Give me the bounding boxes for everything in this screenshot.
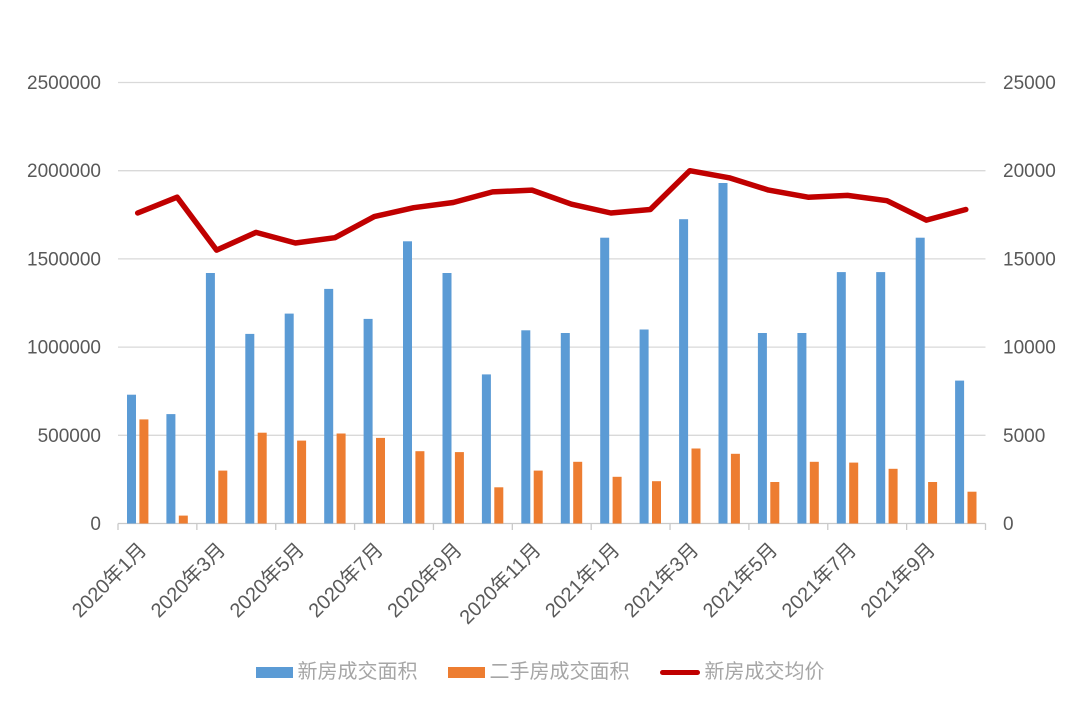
resale-area-bar [454,452,464,524]
x-axis-label: 2021年7月 [777,538,861,622]
new-home-area-bar [955,380,965,524]
legend-item-new-home-area: 新房成交面积 [255,661,418,683]
new-home-area-bar [757,333,767,524]
new-home-area-bar [915,237,925,524]
left-axis-tick-label: 500000 [38,426,101,447]
new-home-area-bar [284,313,294,524]
x-axis-label: 2021年1月 [541,538,625,622]
chart-legend: 新房成交面积 二手房成交面积 新房成交均价 [0,662,1080,682]
right-axis-tick-label: 10000 [1003,338,1056,359]
x-axis-label: 2021年9月 [856,538,940,622]
resale-area-bar [691,448,701,524]
right-axis-tick-label: 25000 [1003,73,1056,94]
new-home-area-bar [245,333,255,524]
resale-area-bar [928,482,938,524]
legend-label: 新房成交均价 [704,661,825,683]
new-home-area-bar [127,394,136,524]
x-axis-label: 2021年5月 [698,538,782,622]
resale-area-bar [336,433,346,524]
legend-line-swatch-icon [659,669,700,675]
new-home-area-bar [560,333,570,524]
resale-area-bar [376,437,385,524]
resale-area-bar [533,470,543,524]
new-home-area-bar [797,333,807,524]
x-axis-label: 2020年1月 [67,538,151,622]
x-axis-label: 2020年3月 [146,538,230,622]
left-axis-tick-label: 0 [90,514,101,535]
resale-area-bar [612,476,622,524]
resale-area-bar [652,481,661,524]
resale-area-bar [809,461,819,524]
new-home-area-bar [876,272,886,524]
new-home-area-bar [205,273,215,524]
new-home-area-bar [166,414,176,524]
right-axis-tick-label: 5000 [1003,426,1045,447]
x-axis-label: 2020年5月 [225,538,309,622]
legend-bar-swatch-icon [447,666,485,678]
new-home-area-bar [442,273,452,524]
resale-area-bar [770,482,780,524]
new-home-area-bar [836,272,846,524]
new-home-area-bar [639,329,649,524]
resale-area-bar [888,468,898,524]
right-axis-tick-label: 20000 [1003,161,1056,182]
resale-area-bar [494,487,504,524]
new-home-price-line [134,167,969,253]
resale-area-bar [967,491,977,524]
new-home-area-bar [403,241,412,524]
left-axis-tick-label: 2500000 [27,73,101,94]
legend-label: 二手房成交面积 [489,661,630,683]
right-axis-tick-label: 0 [1003,514,1014,535]
legend-bar-swatch-icon [255,666,293,678]
new-home-area-bar [718,183,728,524]
resale-area-bar [297,440,307,524]
resale-area-bar [257,432,267,524]
resale-area-bar [139,419,149,524]
x-axis-label: 2020年9月 [383,538,467,622]
new-home-area-bar [324,288,334,524]
left-axis-tick-label: 1500000 [27,249,101,270]
x-axis-label: 2021年3月 [619,538,703,622]
new-home-area-bar [363,318,373,524]
resale-area-bar [730,453,740,524]
x-axis-label: 2020年11月 [455,538,546,629]
resale-area-bar [218,470,228,524]
legend-label: 新房成交面积 [297,661,418,683]
legend-item-resale-area: 二手房成交面积 [447,661,630,683]
resale-area-bar [849,462,859,524]
right-axis-tick-label: 15000 [1003,249,1056,270]
new-home-area-bar [481,374,491,524]
resale-area-bar [415,451,425,524]
resale-area-bar [178,515,188,524]
new-home-area-bar [521,330,531,524]
legend-item-new-home-price: 新房成交均价 [659,661,825,683]
resale-area-bar [573,461,583,524]
new-home-area-bar [600,237,610,524]
left-axis-tick-label: 2000000 [27,161,101,182]
x-axis-label: 2020年7月 [304,538,388,622]
left-axis-tick-label: 1000000 [27,338,101,359]
new-home-area-bar [679,219,689,524]
